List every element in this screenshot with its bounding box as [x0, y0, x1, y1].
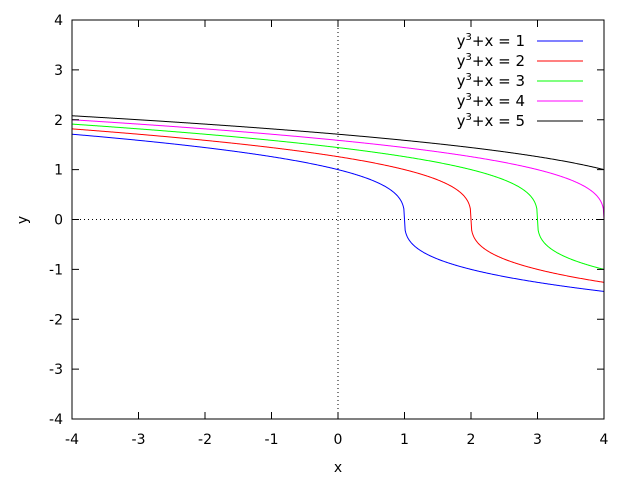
legend: y3+x = 1 y3+x = 2 y3+x = 3 y3+x = 4 y3+x = 5 [457, 32, 583, 130]
x-tick-label: 4 [600, 432, 609, 448]
x-axis-label: x [334, 460, 342, 476]
x-tick-label: -2 [198, 432, 212, 448]
legend-label-1: y3+x = 1 [457, 32, 525, 50]
series-lines [71, 115, 605, 292]
legend-label-4: y3+x = 4 [457, 92, 525, 110]
y-tick-label: 1 [54, 163, 63, 179]
x-tick-label: -4 [65, 432, 79, 448]
series-line-4 [71, 119, 605, 220]
series-line-3 [71, 123, 605, 270]
ticks [71, 19, 605, 420]
legend-label-3: y3+x = 3 [457, 72, 525, 90]
y-tick-label: -1 [49, 262, 63, 278]
x-tick-label: 0 [334, 432, 343, 448]
legend-label-5: y3+x = 5 [457, 112, 525, 130]
y-tick-label: -3 [49, 362, 63, 378]
y-axis-label: y [15, 216, 31, 224]
tick-labels: -4 -3 -2 -1 0 1 2 3 4 -4 -3 -2 -1 0 1 2 3 4 [49, 13, 609, 448]
zero-axes [72, 20, 604, 419]
y-tick-label: -2 [49, 312, 63, 328]
y-tick-label: 2 [54, 113, 63, 129]
series-line-1 [71, 133, 605, 292]
x-tick-label: 1 [400, 432, 409, 448]
series-line-5 [71, 115, 605, 171]
legend-label-2: y3+x = 2 [457, 52, 525, 70]
y-tick-label: 4 [54, 13, 63, 29]
series-line-2 [71, 128, 605, 283]
x-tick-label: -3 [132, 432, 146, 448]
y-tick-label: 3 [54, 63, 63, 79]
x-tick-label: -1 [265, 432, 279, 448]
y-tick-label: 0 [54, 213, 63, 229]
x-tick-label: 2 [467, 432, 476, 448]
y-tick-label: -4 [49, 412, 63, 428]
x-tick-label: 3 [533, 432, 542, 448]
